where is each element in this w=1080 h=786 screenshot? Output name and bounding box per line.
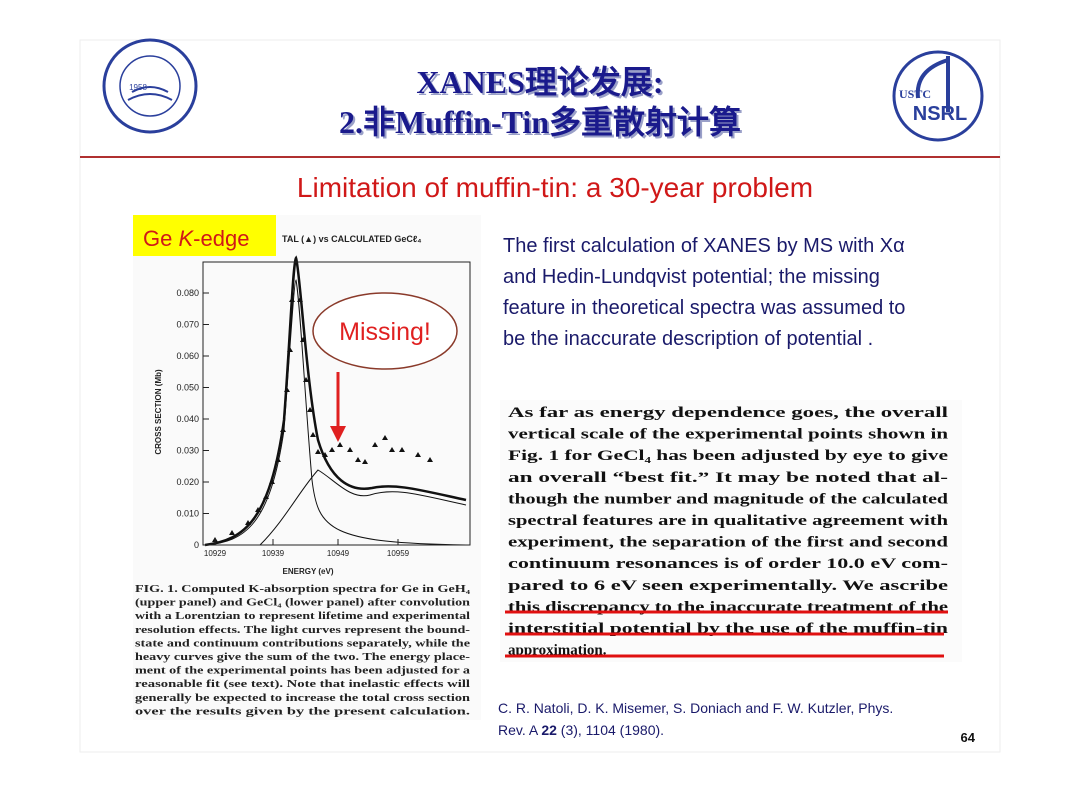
point xyxy=(382,435,388,440)
quote-line: continuum resonances is of order 10.0 eV… xyxy=(508,556,948,572)
title: XANES理论发展: xyxy=(416,64,663,100)
point xyxy=(297,297,303,302)
point xyxy=(389,447,395,452)
subtitle: Limitation of muffin-tin: a 30-year prob… xyxy=(297,172,813,203)
point xyxy=(310,432,316,437)
figure-title: TAL (▲) vs CALCULATED GeCℓ₄ xyxy=(282,234,422,244)
y-tick-label: 0.060 xyxy=(176,351,199,361)
citation: C. R. Natoli, D. K. Misemer, S. Doniach … xyxy=(498,700,893,716)
point xyxy=(229,530,235,535)
paragraph-line: be the inaccurate description of potenti… xyxy=(503,328,873,350)
caption-line: ment of the experimental points has been… xyxy=(135,666,471,677)
plot-frame xyxy=(202,261,471,546)
point xyxy=(427,457,433,462)
y-tick-label: 0.010 xyxy=(176,509,199,519)
y-axis-label: CROSS SECTION (Mb) xyxy=(154,369,163,455)
logo-text: NSRL xyxy=(913,103,967,125)
caption-line: resolution effects. The light curves rep… xyxy=(135,625,471,636)
point xyxy=(280,427,286,432)
y-tick-label: 0 xyxy=(194,540,199,550)
point xyxy=(372,442,378,447)
x-tick-label: 10949 xyxy=(327,549,350,558)
point xyxy=(415,452,421,457)
label-box xyxy=(133,215,276,256)
point xyxy=(300,337,306,342)
point xyxy=(245,520,251,525)
experimental-points xyxy=(212,297,433,542)
callout-ellipse xyxy=(312,292,458,370)
caption-line: state and continuum contributions separa… xyxy=(135,638,470,649)
x-axis-label: ENERGY (eV) xyxy=(283,567,334,576)
y-tick-label: 0.020 xyxy=(176,477,199,487)
spectrum-curves xyxy=(204,255,467,547)
point xyxy=(362,459,368,464)
citation-volume: 22 xyxy=(541,722,557,738)
x-tick-label: 10959 xyxy=(387,549,410,558)
quote-line: As far as energy dependence goes, the ov… xyxy=(508,405,948,421)
y-tick-label: 0.080 xyxy=(176,288,199,298)
point xyxy=(275,457,281,462)
logo-right xyxy=(892,50,984,142)
figure-label-part: K xyxy=(178,226,194,251)
paragraph-line: The first calculation of XANES by MS wit… xyxy=(503,235,905,257)
logo-left xyxy=(102,38,198,134)
point xyxy=(355,457,361,462)
quote-scan xyxy=(500,400,962,662)
x-tick-label: 10939 xyxy=(262,549,285,558)
quote-line: spectral features are in qualitative agr… xyxy=(508,513,949,529)
title-shadow: 2.非Muffin-Tin多重散射计算 xyxy=(341,106,743,142)
quote-line: vertical scale of the experimental point… xyxy=(508,427,949,443)
point xyxy=(289,297,295,302)
caption-line: reasonable fit (see text). Note that ine… xyxy=(135,679,470,690)
figure-label-part: -edge xyxy=(193,226,249,251)
callout-text: Missing! xyxy=(339,318,431,346)
citation: Rev. A 22 (3), 1104 (1980). xyxy=(498,722,664,738)
point xyxy=(255,507,261,512)
caption-line: over the results given by the present ca… xyxy=(135,706,471,717)
citation-part: (3), 1104 (1980). xyxy=(557,722,664,738)
quote-line: pared to 6 eV seen experimentally. We as… xyxy=(508,578,948,594)
citation-part: Rev. A xyxy=(498,722,541,738)
point xyxy=(322,452,328,457)
caption-line: FIG. 1. Computed K-absorption spectra fo… xyxy=(135,584,471,595)
point xyxy=(337,442,343,447)
paragraph-line: and Hedin-Lundqvist potential; the missi… xyxy=(503,266,880,288)
y-tick-label: 0.040 xyxy=(176,414,199,424)
quote-line: an overall “best fit.” It may be noted t… xyxy=(508,470,948,486)
figure-label-part: Ge xyxy=(143,226,178,251)
caption-line: heavy curves give the sum of the two. Th… xyxy=(135,652,471,663)
title: 2.非Muffin-Tin多重散射计算 xyxy=(339,104,741,140)
point xyxy=(303,377,309,382)
y-tick-label: 0.050 xyxy=(176,383,199,393)
paragraph-line: feature in theoretical spectra was assum… xyxy=(503,297,905,319)
point xyxy=(287,347,293,352)
point xyxy=(329,447,335,452)
title-shadow: XANES理论发展: xyxy=(418,66,665,102)
caption-line: with a Lorentzian to represent lifetime … xyxy=(135,611,470,622)
figure-label: Ge K-edge xyxy=(143,226,249,251)
point xyxy=(307,407,313,412)
x-tick-label: 10929 xyxy=(204,549,227,558)
caption-line: generally be expected to increase the to… xyxy=(135,693,470,704)
point xyxy=(399,447,405,452)
arrow xyxy=(330,372,346,442)
point xyxy=(347,447,353,452)
quote-line: though the number and magnitude of the c… xyxy=(508,491,949,507)
caption-line: (upper panel) and GeCl₄ (lower panel) af… xyxy=(135,598,470,609)
quote-line: experiment, the separation of the first … xyxy=(508,535,949,551)
y-tick-label: 0.070 xyxy=(176,320,199,330)
point xyxy=(263,494,269,499)
quote-line: Fig. 1 for GeCl₄ has been adjusted by ey… xyxy=(508,448,948,464)
y-tick-label: 0.030 xyxy=(176,446,199,456)
page-number: 64 xyxy=(961,730,976,745)
point xyxy=(315,449,321,454)
point xyxy=(269,479,275,484)
logo-text: USTC xyxy=(899,87,931,101)
point xyxy=(284,387,290,392)
logo-year: 1958 xyxy=(129,83,147,92)
